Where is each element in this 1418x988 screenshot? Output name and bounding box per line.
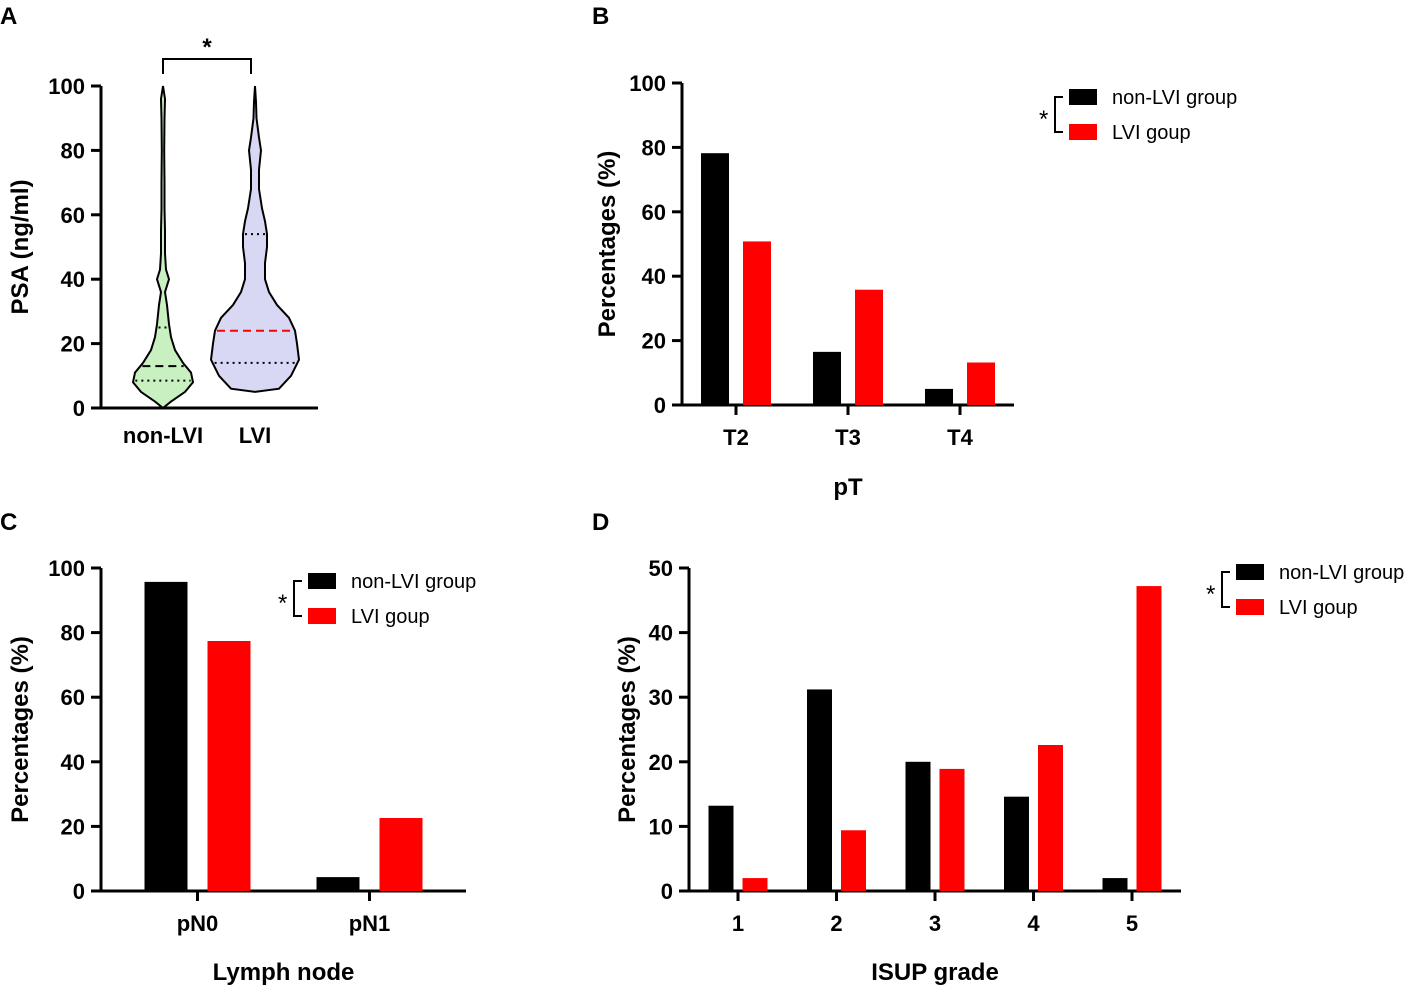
legend-swatch — [308, 573, 336, 589]
legend-label: non-LVI group — [1279, 562, 1404, 584]
y-tick-label: 60 — [61, 203, 85, 228]
bar-non-lvi-group — [925, 388, 953, 405]
legend-label: LVI goup — [1279, 597, 1358, 619]
y-axis-title: PSA (ng/ml) — [7, 179, 34, 314]
y-tick-label: 100 — [629, 71, 666, 96]
bar-non-lvi-group — [316, 877, 360, 891]
y-tick-label: 80 — [642, 135, 666, 160]
legend-significance-bracket — [1054, 96, 1063, 133]
y-axis-title: Percentages (%) — [594, 151, 621, 338]
bar-lvi-goup — [939, 768, 965, 891]
significance-asterisk: * — [202, 34, 212, 61]
bar-lvi-goup — [742, 878, 768, 891]
bar-non-lvi-group — [807, 689, 832, 891]
legend-label: non-LVI group — [1112, 87, 1237, 109]
legend-significance-asterisk: * — [278, 590, 287, 617]
x-axis-title: Lymph node — [213, 959, 355, 986]
x-tick-label: T3 — [835, 425, 861, 450]
x-tick-label: T4 — [947, 425, 973, 450]
bar-non-lvi-group — [144, 581, 188, 891]
legend-swatch — [1236, 599, 1264, 615]
bar-lvi-goup — [1136, 586, 1162, 891]
y-tick-label: 20 — [649, 750, 673, 775]
legend-swatch — [308, 608, 336, 624]
x-axis-title: pT — [833, 474, 863, 501]
y-tick-label: 0 — [73, 396, 85, 421]
y-tick-label: 40 — [649, 621, 673, 646]
legend-significance-bracket — [293, 580, 302, 617]
y-tick-label: 0 — [654, 393, 666, 418]
panel-b-bar-chart: B 0 20 40 60 80 100 Percentages (%) pT T2 T3 T4 * non… — [592, 3, 1237, 501]
bar-lvi-goup — [207, 640, 251, 891]
y-tick-label: 20 — [61, 814, 85, 839]
panel-label: D — [592, 509, 609, 536]
bar-lvi-goup — [855, 289, 883, 405]
y-tick-label: 40 — [61, 750, 85, 775]
panel-label: B — [592, 3, 609, 30]
panel-a-violin-chart: A 0 20 40 60 80 100 PSA (ng/ml) non-LVI LVI * — [0, 3, 318, 448]
panel-label: C — [0, 509, 17, 536]
violin-non-lvi — [131, 85, 195, 410]
y-tick-label: 80 — [61, 621, 85, 646]
panel-label: A — [0, 3, 17, 30]
y-tick-label: 100 — [48, 556, 85, 581]
y-tick-label: 20 — [61, 332, 85, 357]
bar-lvi-goup — [743, 241, 771, 405]
x-tick-label: 5 — [1126, 911, 1138, 936]
y-tick-label: 0 — [661, 879, 673, 904]
legend-significance-bracket — [1221, 571, 1230, 608]
x-tick-label: pN1 — [349, 911, 391, 936]
legend-label: LVI goup — [1112, 122, 1191, 144]
bar-non-lvi-group — [813, 351, 841, 405]
legend-label: non-LVI group — [351, 571, 476, 593]
x-axis-title: ISUP grade — [871, 959, 999, 986]
x-tick-label: LVI — [239, 423, 272, 448]
y-tick-label: 50 — [649, 556, 673, 581]
y-axis-title: Percentages (%) — [614, 636, 641, 823]
bar-lvi-goup — [967, 362, 995, 405]
panel-d-bar-chart: D 0 10 20 30 40 50 Percentages (%) ISUP grade 1 2 3… — [592, 509, 1404, 986]
y-tick-label: 100 — [48, 74, 85, 99]
bar-non-lvi-group — [701, 153, 729, 405]
violin-lvi — [209, 85, 301, 393]
y-tick-label: 40 — [642, 264, 666, 289]
bar-non-lvi-group — [708, 805, 734, 891]
x-tick-label: 3 — [929, 911, 941, 936]
legend-significance-asterisk: * — [1206, 581, 1215, 608]
y-axis-title: Percentages (%) — [7, 636, 34, 823]
y-tick-label: 10 — [649, 814, 673, 839]
x-tick-label: 2 — [830, 911, 842, 936]
panel-c-bar-chart: C 0 20 40 60 80 100 Percentages (%) Lymph node pN… — [0, 509, 476, 986]
y-tick-label: 0 — [73, 879, 85, 904]
bar-lvi-goup — [841, 830, 866, 891]
x-tick-label: 1 — [732, 911, 744, 936]
y-tick-label: 80 — [61, 138, 85, 163]
x-tick-label: T2 — [723, 425, 749, 450]
legend-label: LVI goup — [351, 606, 430, 628]
x-tick-label: pN0 — [177, 911, 219, 936]
bar-non-lvi-group — [1004, 796, 1029, 891]
bar-lvi-goup — [379, 818, 423, 891]
y-tick-label: 40 — [61, 267, 85, 292]
x-tick-label: non-LVI — [123, 423, 203, 448]
legend-swatch — [1069, 124, 1097, 140]
legend-swatch — [1069, 89, 1097, 105]
bar-lvi-goup — [1038, 745, 1063, 891]
legend-significance-asterisk: * — [1039, 106, 1048, 133]
x-tick-label: 4 — [1027, 911, 1040, 936]
y-tick-label: 20 — [642, 329, 666, 354]
legend-swatch — [1236, 564, 1264, 580]
bar-non-lvi-group — [905, 761, 931, 891]
y-tick-label: 60 — [61, 685, 85, 710]
y-tick-label: 60 — [642, 200, 666, 225]
bar-non-lvi-group — [1102, 878, 1128, 891]
significance-bracket — [162, 58, 252, 74]
y-tick-label: 30 — [649, 685, 673, 710]
